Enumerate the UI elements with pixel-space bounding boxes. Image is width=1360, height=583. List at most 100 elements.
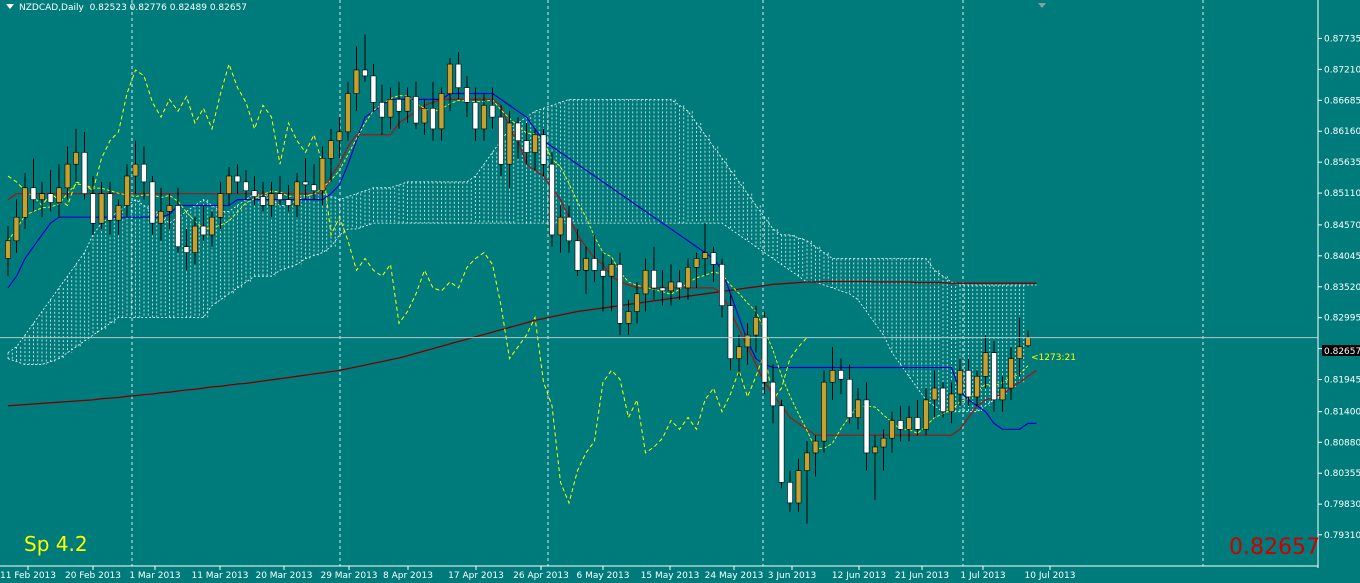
ohlc-values: 0.82523 0.82776 0.82489 0.82657	[90, 3, 247, 13]
y-tick-label: 0.80355	[1324, 469, 1360, 479]
candle-body	[898, 421, 903, 430]
candle-body	[830, 370, 835, 382]
candle-body	[57, 188, 62, 203]
candle-body	[184, 247, 189, 253]
candle-body	[516, 123, 521, 141]
x-tick-label: 11 Feb 2013	[0, 571, 56, 581]
candle-body	[235, 176, 240, 182]
candle-body	[839, 370, 844, 379]
x-tick-label: 21 Jun 2013	[895, 571, 949, 581]
candle-body	[201, 226, 206, 235]
candle-body	[379, 102, 384, 117]
candle-body	[74, 152, 79, 164]
candle-body	[881, 438, 886, 447]
spread-label: Sp 4.2	[24, 532, 88, 556]
x-tick-label: 12 Jun 2013	[832, 571, 886, 581]
x-tick-label: 10 Jul 2013	[1025, 571, 1076, 581]
candle-body	[91, 194, 96, 224]
candle-body	[209, 217, 214, 235]
candle-body	[609, 264, 614, 276]
candle-body	[788, 482, 793, 503]
y-tick-label: 0.84045	[1324, 252, 1360, 262]
symbol-label: NZDCAD,Daily	[19, 3, 84, 13]
candle-body	[1009, 359, 1014, 389]
candle-body	[252, 191, 257, 197]
candle-body	[82, 152, 87, 193]
candle-body	[116, 206, 121, 221]
candle-body	[524, 141, 529, 153]
candle-body	[226, 176, 231, 194]
candle-body	[286, 200, 291, 206]
candle-body	[575, 241, 580, 270]
candle-body	[108, 194, 113, 221]
candle-body	[966, 370, 971, 397]
candle-body	[813, 441, 818, 453]
candle-body	[1000, 388, 1005, 400]
candle-body	[541, 135, 546, 165]
x-tick-label: 20 Mar 2013	[255, 571, 312, 581]
candle-body	[22, 188, 27, 218]
y-tick-label: 0.84570	[1324, 221, 1360, 231]
x-tick-label: 15 May 2013	[641, 571, 700, 581]
x-tick-label: 8 Apr 2013	[383, 571, 433, 581]
candle-body	[822, 382, 827, 441]
candle-body	[635, 294, 640, 312]
y-tick-label: 0.82995	[1324, 314, 1360, 324]
y-tick-label: 0.80880	[1324, 438, 1360, 448]
candle-body	[686, 267, 691, 288]
candle-body	[728, 306, 733, 359]
candle-body	[992, 353, 997, 400]
candle-body	[924, 400, 929, 430]
candle-body	[677, 282, 682, 288]
last-price-tag: 0.82657	[1322, 345, 1360, 357]
candle-body	[796, 471, 801, 503]
x-tick-label: 24 May 2013	[705, 571, 764, 581]
candle-body	[192, 226, 197, 253]
dropdown-triangle-icon[interactable]	[6, 4, 14, 9]
candle-body	[652, 270, 657, 288]
y-tick-label: 0.86685	[1324, 96, 1360, 106]
candle-body	[915, 418, 920, 430]
y-tick-label: 0.83520	[1324, 283, 1360, 293]
candle-body	[175, 206, 180, 247]
x-tick-label: 11 Mar 2013	[191, 571, 248, 581]
candle-body	[464, 88, 469, 103]
candle-body	[65, 164, 70, 188]
candle-body	[779, 406, 784, 483]
candle-body	[269, 194, 274, 206]
x-tick-label: 26 Apr 2013	[513, 571, 569, 581]
candle-body	[481, 105, 486, 129]
candle-body	[762, 317, 767, 382]
candle-body	[133, 164, 138, 176]
candle-body	[6, 241, 11, 259]
candle-body	[660, 288, 665, 291]
candle-body	[907, 418, 912, 430]
candle-body	[14, 217, 19, 241]
candle-body	[99, 194, 104, 224]
candle-body	[669, 282, 674, 291]
candle-body	[864, 400, 869, 453]
candle-body	[141, 164, 146, 182]
candle-body	[430, 108, 435, 129]
x-tick-label: 17 Apr 2013	[448, 571, 504, 581]
candle-body	[1026, 338, 1031, 346]
candle-body	[456, 64, 461, 88]
candle-body	[345, 94, 350, 132]
candle-body	[31, 188, 36, 200]
candle-body	[507, 123, 512, 164]
candle-body	[533, 135, 538, 153]
candle-body	[643, 270, 648, 294]
y-tick-label: 0.79830	[1324, 500, 1360, 510]
y-tick-label: 0.86160	[1324, 127, 1360, 137]
candle-body	[422, 108, 427, 123]
candle-body	[388, 99, 393, 117]
candle-body	[371, 76, 376, 103]
candle-body	[447, 64, 452, 94]
last-price-tag-text: 0.82657	[1324, 347, 1360, 357]
candle-body	[1017, 347, 1022, 359]
candle-body	[856, 400, 861, 418]
candle-body	[703, 253, 708, 259]
candle-body	[805, 453, 810, 471]
candle-body	[601, 270, 606, 276]
